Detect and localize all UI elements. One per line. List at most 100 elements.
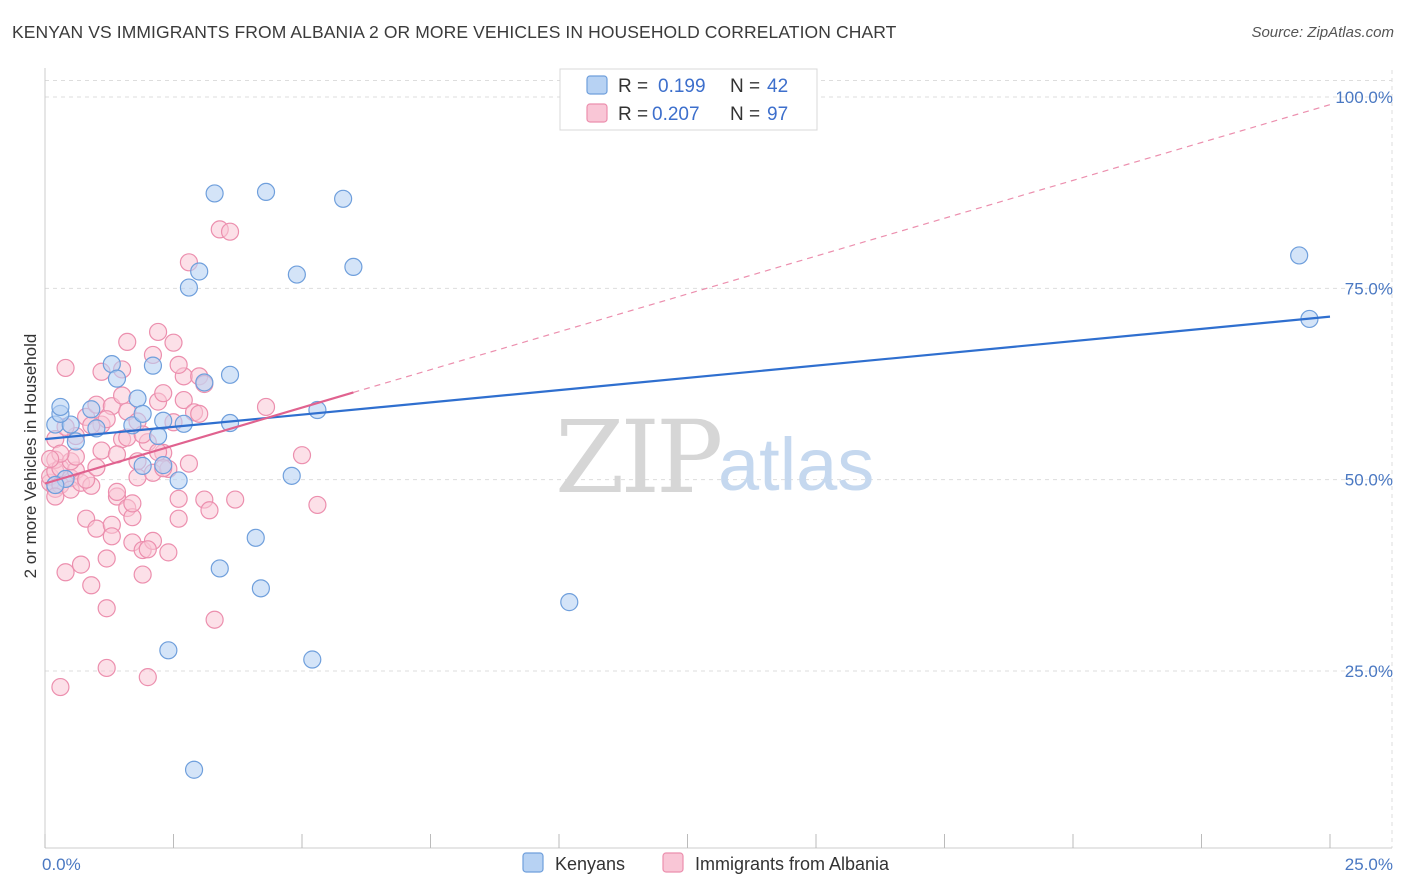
albania-point — [164, 333, 183, 352]
albania-point — [169, 489, 188, 508]
watermark: ZIP atlas — [555, 399, 874, 516]
albania-point — [107, 482, 127, 502]
y-axis-label: 2 or more Vehicles in Household — [21, 334, 40, 579]
albania-point — [66, 447, 85, 466]
kenyan-point — [184, 760, 204, 779]
kenyan-point — [179, 278, 199, 297]
albania-point — [97, 549, 116, 568]
albania-point — [123, 494, 142, 513]
albania-series-swatch — [662, 852, 684, 873]
tick-labels: 25.0% 50.0% 75.0% 100.0% 0.0% 25.0% — [42, 88, 1393, 874]
kenyan-point — [210, 559, 229, 578]
x-tick-label: 25.0% — [1345, 855, 1393, 874]
albania-point — [220, 222, 240, 241]
kenyan-point — [154, 456, 173, 475]
kenyan-point — [107, 369, 127, 388]
series-legend: Kenyans Immigrants from Albania — [522, 852, 890, 874]
kenyan-point — [205, 184, 224, 203]
albania-point — [92, 441, 111, 460]
kenyan-point — [251, 579, 270, 598]
albania-point — [148, 322, 168, 342]
kenyan-point — [282, 466, 301, 485]
albania-n-value: 97 — [767, 104, 788, 125]
albania-point — [308, 495, 327, 515]
y-tick-label: 100.0% — [1335, 88, 1393, 107]
albania-point — [118, 332, 137, 352]
kenyan-point — [133, 404, 152, 423]
albania-point — [292, 446, 312, 465]
kenyan-r-value: 0.199 — [658, 76, 706, 97]
albania-point — [256, 397, 276, 417]
albania-point — [154, 384, 173, 403]
kenyan-point — [148, 426, 168, 446]
albania-point — [112, 386, 132, 405]
kenyan-r-label: R = — [618, 76, 648, 97]
kenyan-series-swatch — [522, 852, 544, 873]
albania-point — [82, 576, 101, 595]
albania-point — [87, 519, 106, 538]
albania-point — [97, 658, 116, 678]
stats-legend: R = 0.199 N = 42 R = 0.207 N = 97 — [559, 68, 818, 131]
kenyan-point — [87, 419, 106, 438]
chart-title: KENYAN VS IMMIGRANTS FROM ALBANIA 2 OR M… — [12, 22, 897, 42]
albania-point — [56, 358, 75, 378]
grid-lines — [45, 70, 1393, 848]
albania-point — [169, 355, 188, 374]
y-tick-label: 25.0% — [1345, 662, 1393, 681]
kenyan-n-value: 42 — [767, 76, 788, 97]
kenyan-point — [159, 641, 178, 660]
albania-point — [56, 563, 75, 582]
albania-point — [51, 677, 70, 697]
albania-point — [71, 555, 91, 574]
kenyan-point — [169, 471, 188, 490]
kenyan-point — [303, 650, 322, 669]
kenyan-point — [344, 257, 363, 277]
albania-point — [200, 501, 219, 520]
albania-point — [205, 610, 224, 629]
albania-r-value: 0.207 — [652, 104, 700, 125]
kenyan-point — [174, 414, 193, 433]
albania-point — [190, 404, 209, 423]
kenyan-point — [195, 373, 214, 392]
trend-lines — [44, 104, 1331, 485]
albania-point — [138, 668, 157, 687]
kenyan-point — [154, 411, 173, 430]
kenyan-series-label: Kenyans — [555, 854, 625, 874]
kenyan-point — [190, 262, 209, 281]
albania-point — [133, 565, 152, 584]
kenyan-point — [143, 356, 163, 375]
kenyan-point — [51, 397, 70, 417]
kenyan-point — [287, 265, 306, 284]
y-tick-label: 50.0% — [1345, 471, 1393, 490]
albania-trend-line — [44, 391, 354, 485]
kenyan-point — [82, 400, 101, 419]
x-tick-label: 0.0% — [42, 855, 81, 874]
kenyan-point — [560, 593, 579, 612]
kenyan-point — [1290, 246, 1309, 265]
albania-series-label: Immigrants from Albania — [695, 854, 890, 874]
kenyan-n-label: N = — [730, 76, 760, 97]
kenyan-legend-swatch — [586, 75, 608, 95]
albania-point — [179, 454, 199, 473]
albania-trend-extension — [353, 104, 1331, 393]
kenyan-point — [128, 389, 147, 408]
albania-point — [97, 599, 116, 618]
albania-point — [41, 449, 60, 469]
kenyan-point — [256, 182, 276, 202]
albania-legend-swatch — [586, 103, 608, 123]
kenyan-point — [220, 365, 240, 384]
albania-r-label: R = — [618, 104, 648, 125]
kenyan-point — [246, 528, 265, 547]
albania-point — [138, 540, 157, 559]
albania-point — [174, 390, 193, 410]
watermark-zip: ZIP — [555, 399, 720, 516]
albania-n-label: N = — [730, 104, 760, 125]
albania-point — [169, 509, 188, 528]
kenyan-point — [334, 189, 353, 208]
albania-point — [102, 527, 121, 546]
source-label: Source: ZipAtlas.com — [1251, 24, 1394, 41]
watermark-atlas: atlas — [718, 423, 874, 506]
albania-point — [226, 490, 245, 509]
kenyan-point — [133, 456, 152, 475]
